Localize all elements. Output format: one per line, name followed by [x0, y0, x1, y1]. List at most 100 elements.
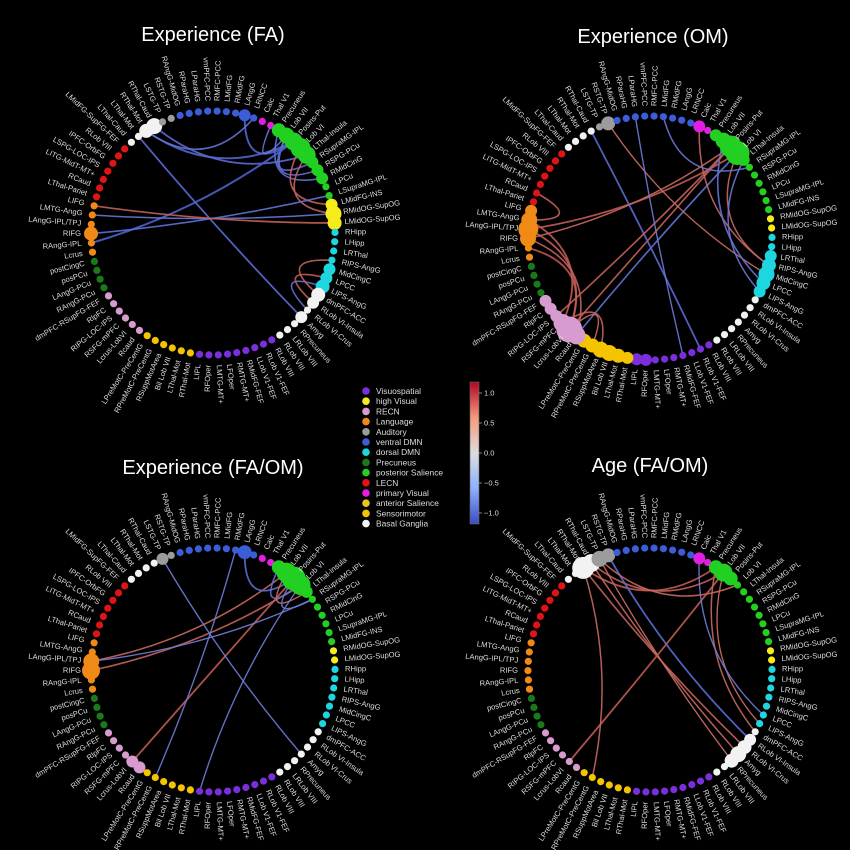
connection-link [590, 130, 702, 350]
node-lips-angg [753, 285, 766, 298]
node-rlob-viii [713, 336, 721, 344]
node-rangg-pcu [100, 284, 108, 292]
node-calc [693, 120, 706, 133]
node-label: LHipp [344, 674, 364, 684]
node-lthal-insula [740, 588, 748, 596]
node-rspg-pcu [750, 171, 759, 179]
node-rcaud [572, 763, 581, 772]
node-lmidog-supog [331, 656, 339, 664]
connection-link [91, 572, 287, 663]
node-vmpfc-pcc [641, 112, 649, 120]
node-calc [258, 554, 266, 563]
node-rangg-midog [176, 548, 184, 557]
node-lthal-caud [564, 143, 573, 151]
node-rmidfg [669, 114, 677, 122]
node-lips-angg [319, 720, 327, 728]
connection-link [262, 125, 288, 155]
node-rlob-v1-fef [259, 777, 268, 785]
panel-title: Experience (FA/OM) [122, 457, 303, 479]
node-label: Lcrus [501, 686, 521, 698]
connection-links [90, 115, 335, 318]
node-rprecuneus [724, 753, 739, 768]
connection-link [93, 204, 335, 224]
connection-link [575, 152, 739, 336]
node-langg-pcu [533, 280, 541, 288]
node-lpremotc-precentg [580, 769, 588, 777]
connection-link [716, 140, 764, 284]
node-lmidog-supog [768, 656, 776, 664]
node-lmidfg-supfg-fef [558, 582, 566, 590]
node-calc [258, 117, 266, 125]
network-nodes [524, 544, 776, 796]
node-rlob-vi-insula [307, 296, 320, 309]
colorbar-ticks: 1.0 0.5 0.0 −0.5 −1.0 [479, 389, 499, 518]
node-lthal-insula [737, 153, 750, 166]
node-rlob-viii [705, 341, 713, 349]
legend-label: Precuneus [376, 457, 416, 467]
legend-swatch [362, 387, 370, 395]
node-rlob-viii [268, 773, 276, 781]
connection-link [529, 192, 561, 221]
node-rips-angg [328, 256, 336, 264]
legend-swatch [362, 438, 370, 446]
node-rlob-viii [114, 589, 123, 597]
node-label: RIFG [63, 229, 81, 238]
node-dmpfc-rsupfg-fef [104, 729, 113, 737]
network-nodes [82, 544, 339, 796]
node-rangg-pcu [537, 289, 545, 297]
node-lspg-loc-ips [541, 604, 549, 612]
legend-item: RECN [362, 406, 400, 416]
node-lthal-insula [300, 585, 313, 598]
node-lrlob-viii [283, 326, 292, 334]
node-lcrus-lobvi [126, 755, 139, 768]
node-lpcu [322, 620, 330, 628]
legend-swatch [362, 489, 370, 497]
node-lipl [196, 787, 204, 795]
node-rparahg [185, 546, 193, 555]
node-rparahg [622, 114, 630, 122]
node-rspg-pcu [750, 603, 759, 611]
node-litg-midt-mt- [99, 612, 107, 621]
legend-label: Sensorimotor [376, 508, 426, 518]
node-rprecuneus [291, 320, 299, 328]
node-rsfg-mpfc [558, 751, 567, 759]
node-lparahg [631, 113, 640, 121]
connection-link [161, 558, 302, 755]
node-lpcc [759, 711, 768, 719]
node-lspg-loc-ips [541, 172, 549, 180]
node-rthal-mot [579, 132, 587, 140]
node-rmidfg-fef [242, 783, 250, 792]
node-label: LParaHG [189, 70, 202, 103]
legend-label: RECN [376, 406, 400, 416]
connection-link [607, 554, 751, 741]
node-lspg-loc-ips [104, 167, 112, 175]
legend-swatch [362, 417, 370, 426]
node-rhipp [331, 665, 339, 674]
node-dmpfc-acc [751, 728, 759, 736]
node-lpcu [322, 183, 330, 191]
connection-link [274, 130, 323, 181]
node-rsuppmotarea [160, 341, 168, 349]
node-langg-pcu [96, 712, 104, 720]
node-rpremotc-precentg [151, 336, 159, 345]
legend-label: posterior Salience [376, 468, 443, 478]
node-litg-midt-mt- [536, 612, 545, 621]
node-rthal-mot [142, 564, 150, 572]
node-label: RAngG-IPL [42, 676, 81, 688]
node-rlob-vi-insula [746, 304, 754, 312]
node-label: RMFC-PCC [212, 497, 222, 538]
node-lstg-tp [158, 118, 167, 126]
node-label: RAngG-IPL [42, 239, 81, 251]
network-nodes [518, 112, 777, 366]
node-label: RHipp [782, 664, 803, 673]
node-label: LAngG-IPL/TPJ [28, 215, 82, 228]
connection-link [634, 116, 684, 356]
node-rthal-mot [186, 786, 194, 794]
node-rmidfg [232, 109, 240, 117]
colorbar-tick-label: 0.0 [484, 449, 494, 458]
connection-link [598, 558, 738, 597]
node-lmidfg [222, 545, 230, 553]
legend-item: dorsal DMN [362, 447, 420, 457]
node-label: LIFG [504, 632, 523, 645]
